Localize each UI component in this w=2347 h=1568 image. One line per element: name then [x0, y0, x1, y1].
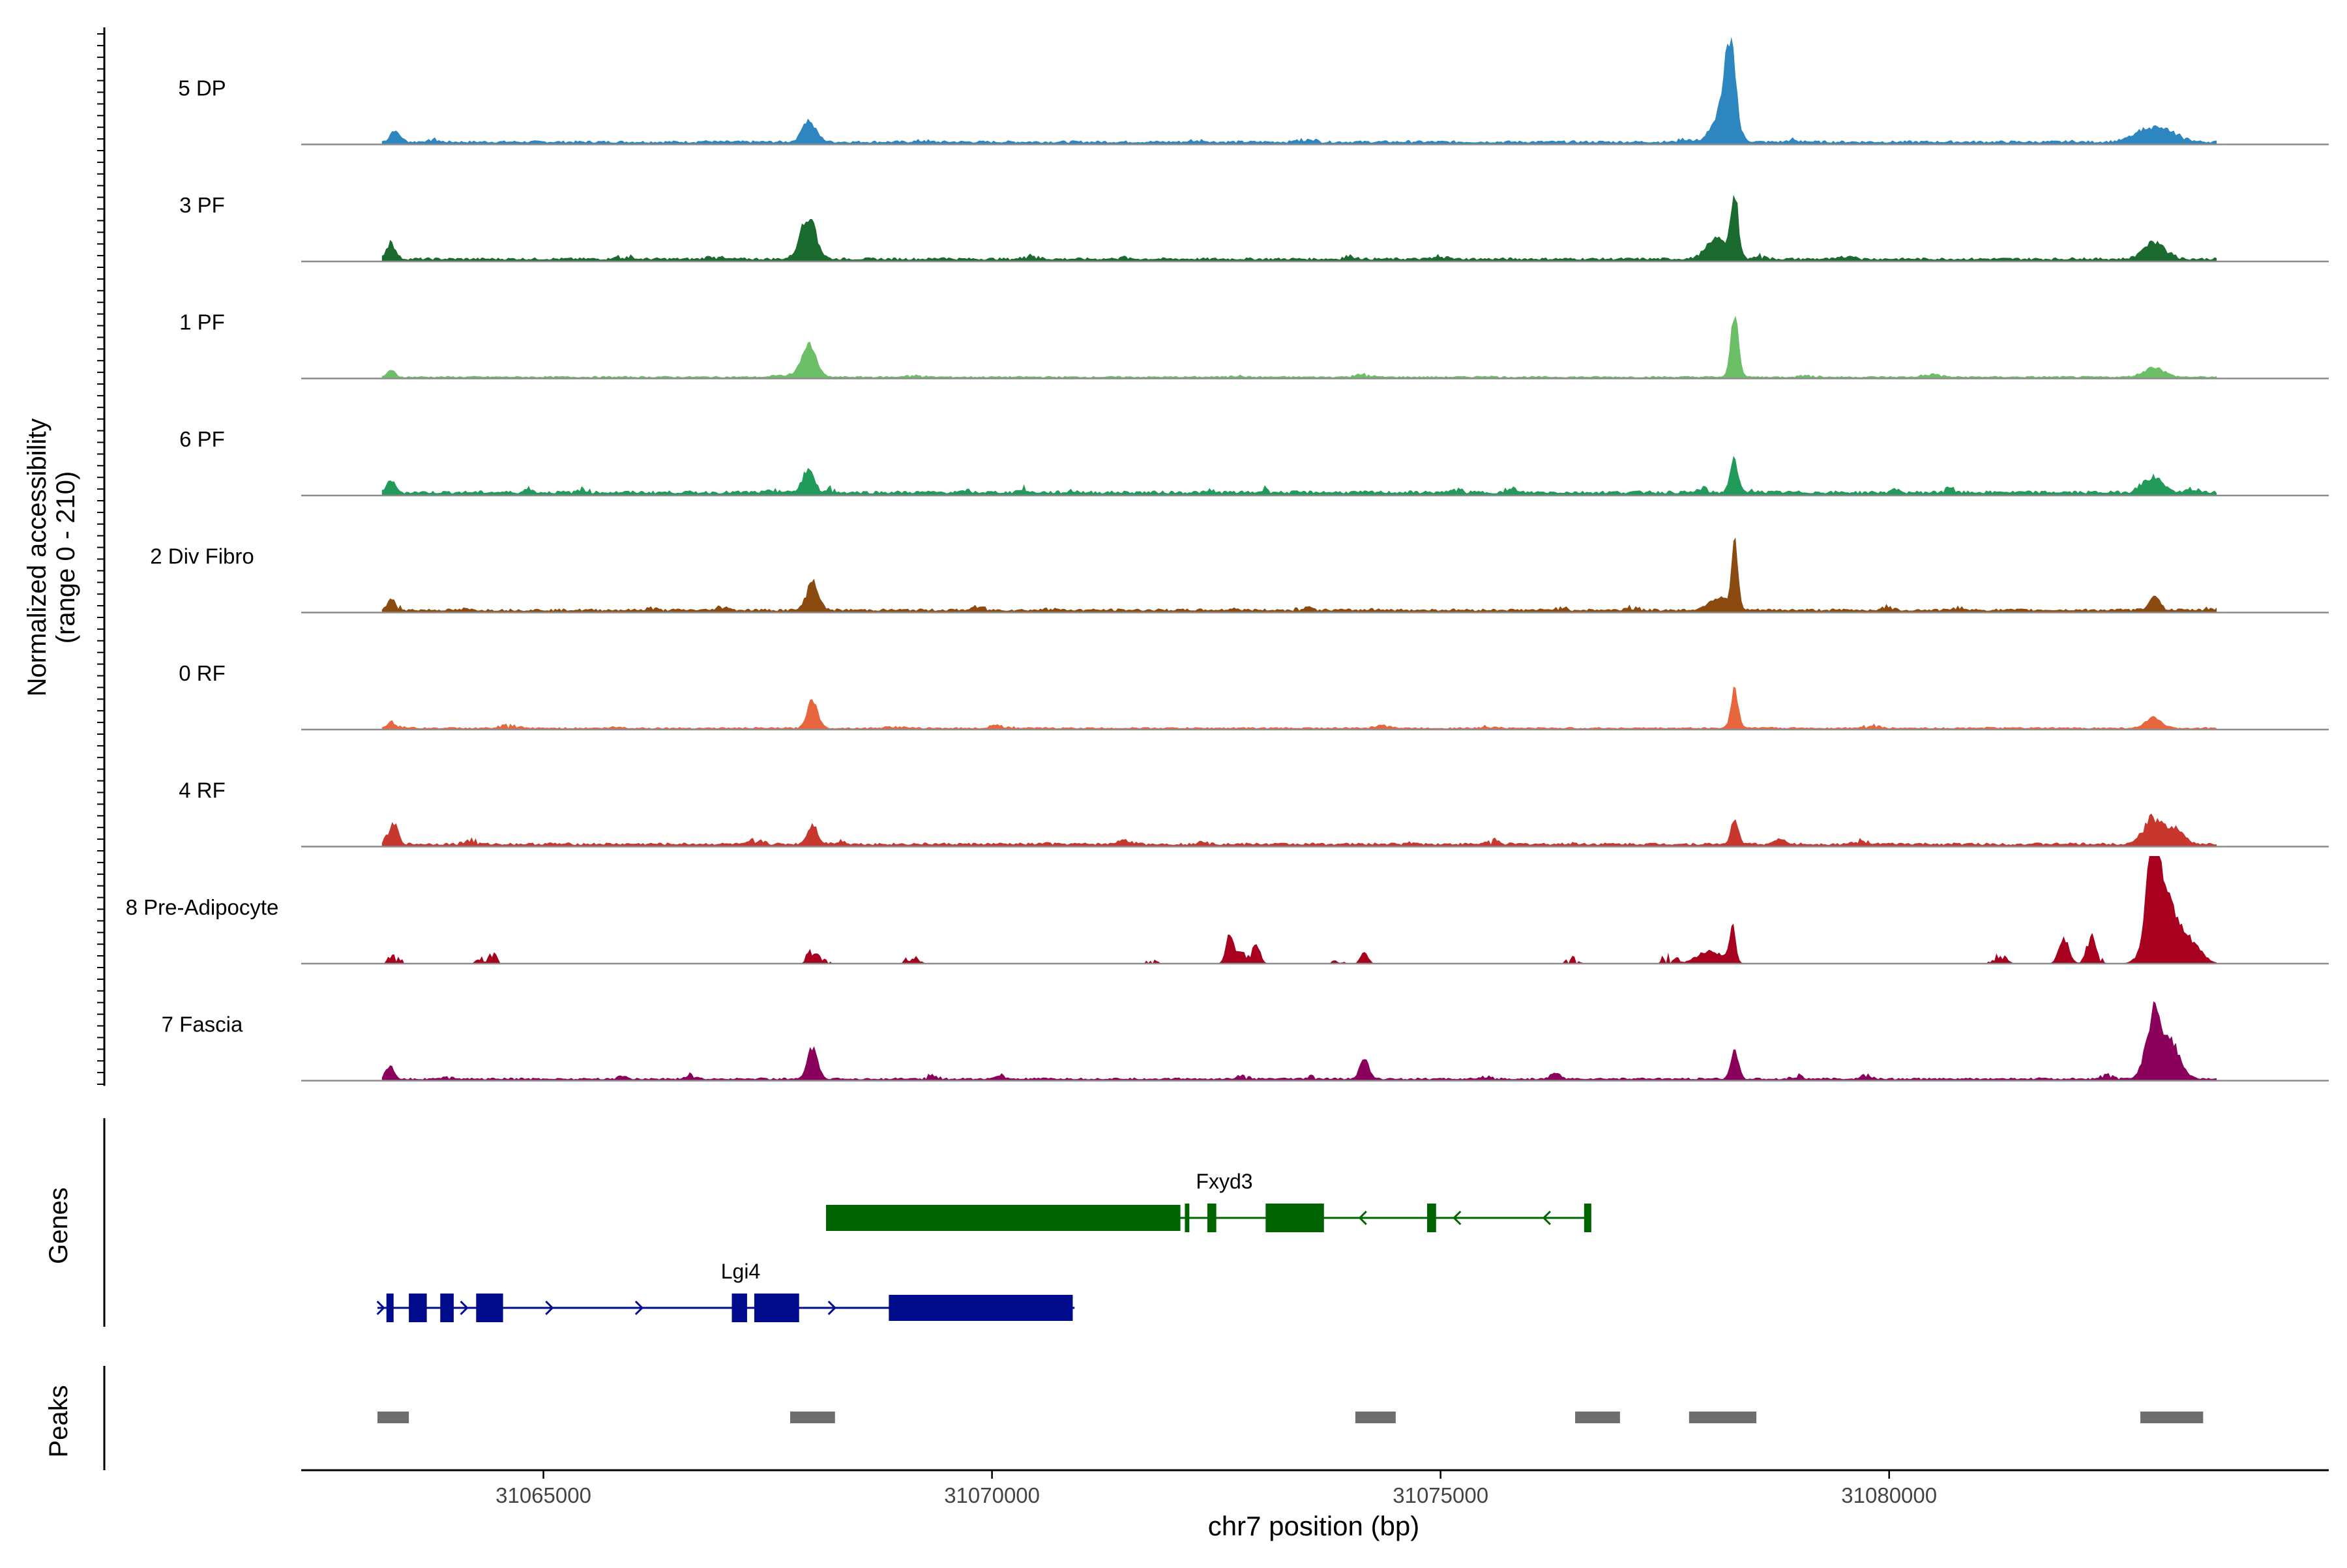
coverage-tracks: 5 DP 3 PF 1 PF 6 PF 2 Div Fibro 0 RF 4 RF 8 Pre…	[126, 37, 2329, 1082]
gene-exon	[1584, 1204, 1591, 1232]
x-tick-label: 31065000	[495, 1483, 591, 1507]
track-5-dp: 5 DP	[178, 37, 2329, 145]
genes-panel-label: Genes	[44, 1187, 73, 1264]
strand-arrow-icon	[1358, 1210, 1367, 1226]
gene-exon	[1185, 1204, 1190, 1232]
strand-arrow-icon	[1542, 1210, 1551, 1226]
genes-panel: Genes Fxyd3 Lgi4	[44, 1118, 1591, 1327]
gene-exon	[754, 1294, 799, 1322]
x-axis: chr7 position (bp) 31065000 31070000 31075…	[301, 1469, 2329, 1541]
peak-region	[377, 1412, 409, 1423]
track-label: 1 PF	[179, 310, 225, 334]
track-label: 5 DP	[178, 76, 226, 100]
track-label: 8 Pre-Adipocyte	[126, 895, 279, 919]
peak-region	[790, 1412, 835, 1423]
peaks-panel-label: Peaks	[44, 1385, 73, 1457]
track-0-rf: 0 RF	[179, 661, 2329, 731]
peak-region	[2140, 1412, 2204, 1423]
gene-exon	[1207, 1204, 1217, 1232]
peak-region	[1355, 1412, 1396, 1423]
track-8-pre-adipocyte: 8 Pre-Adipocyte	[126, 856, 2329, 965]
gene-fxyd3: Fxyd3	[826, 1170, 1591, 1232]
gene-exon	[386, 1294, 394, 1322]
x-tick-label: 31075000	[1393, 1483, 1488, 1507]
y-axis-title-line1: Normalized accessibility	[23, 419, 52, 697]
track-2-div-fibro: 2 Div Fibro	[150, 537, 2329, 614]
track-label: 4 RF	[179, 778, 226, 803]
track-1-pf: 1 PF	[179, 310, 2329, 379]
track-label: 3 PF	[179, 193, 225, 217]
track-label: 0 RF	[179, 661, 226, 685]
gene-exon	[1427, 1204, 1436, 1232]
track-3-pf: 3 PF	[179, 193, 2329, 263]
y-axis	[97, 27, 106, 1086]
track-6-pf: 6 PF	[179, 427, 2329, 497]
gene-exon	[889, 1295, 1073, 1321]
y-axis-title-line2: (range 0 - 210)	[52, 471, 80, 644]
gene-exon	[440, 1294, 454, 1322]
peak-region	[1689, 1412, 1757, 1423]
strand-arrow-icon	[376, 1300, 385, 1316]
gene-exon	[731, 1294, 747, 1322]
track-label: 7 Fascia	[162, 1013, 243, 1037]
gene-exon	[826, 1205, 1181, 1231]
gene-label: Fxyd3	[1196, 1170, 1252, 1193]
strand-arrow-icon	[545, 1300, 554, 1316]
gene-exon	[476, 1294, 503, 1322]
peak-region	[1575, 1412, 1620, 1423]
x-tick-label: 31070000	[944, 1483, 1040, 1507]
x-tick-label: 31080000	[1841, 1483, 1937, 1507]
track-4-rf: 4 RF	[179, 778, 2329, 848]
gene-lgi4: Lgi4	[376, 1260, 1075, 1322]
peaks-panel: Peaks	[44, 1366, 2204, 1470]
strand-arrow-icon	[827, 1300, 836, 1316]
gene-exon	[1265, 1204, 1324, 1232]
strand-arrow-icon	[460, 1300, 469, 1316]
gene-exon	[409, 1294, 427, 1322]
track-label: 6 PF	[179, 427, 225, 451]
strand-arrow-icon	[634, 1300, 644, 1316]
track-7-fascia: 7 Fascia	[162, 1001, 2329, 1082]
gene-label: Lgi4	[721, 1260, 761, 1283]
track-label: 2 Div Fibro	[150, 544, 254, 569]
strand-arrow-icon	[1453, 1210, 1462, 1226]
y-axis-title: Normalized accessibility (range 0 - 210)	[23, 419, 80, 697]
x-axis-title: chr7 position (bp)	[1208, 1511, 1420, 1541]
